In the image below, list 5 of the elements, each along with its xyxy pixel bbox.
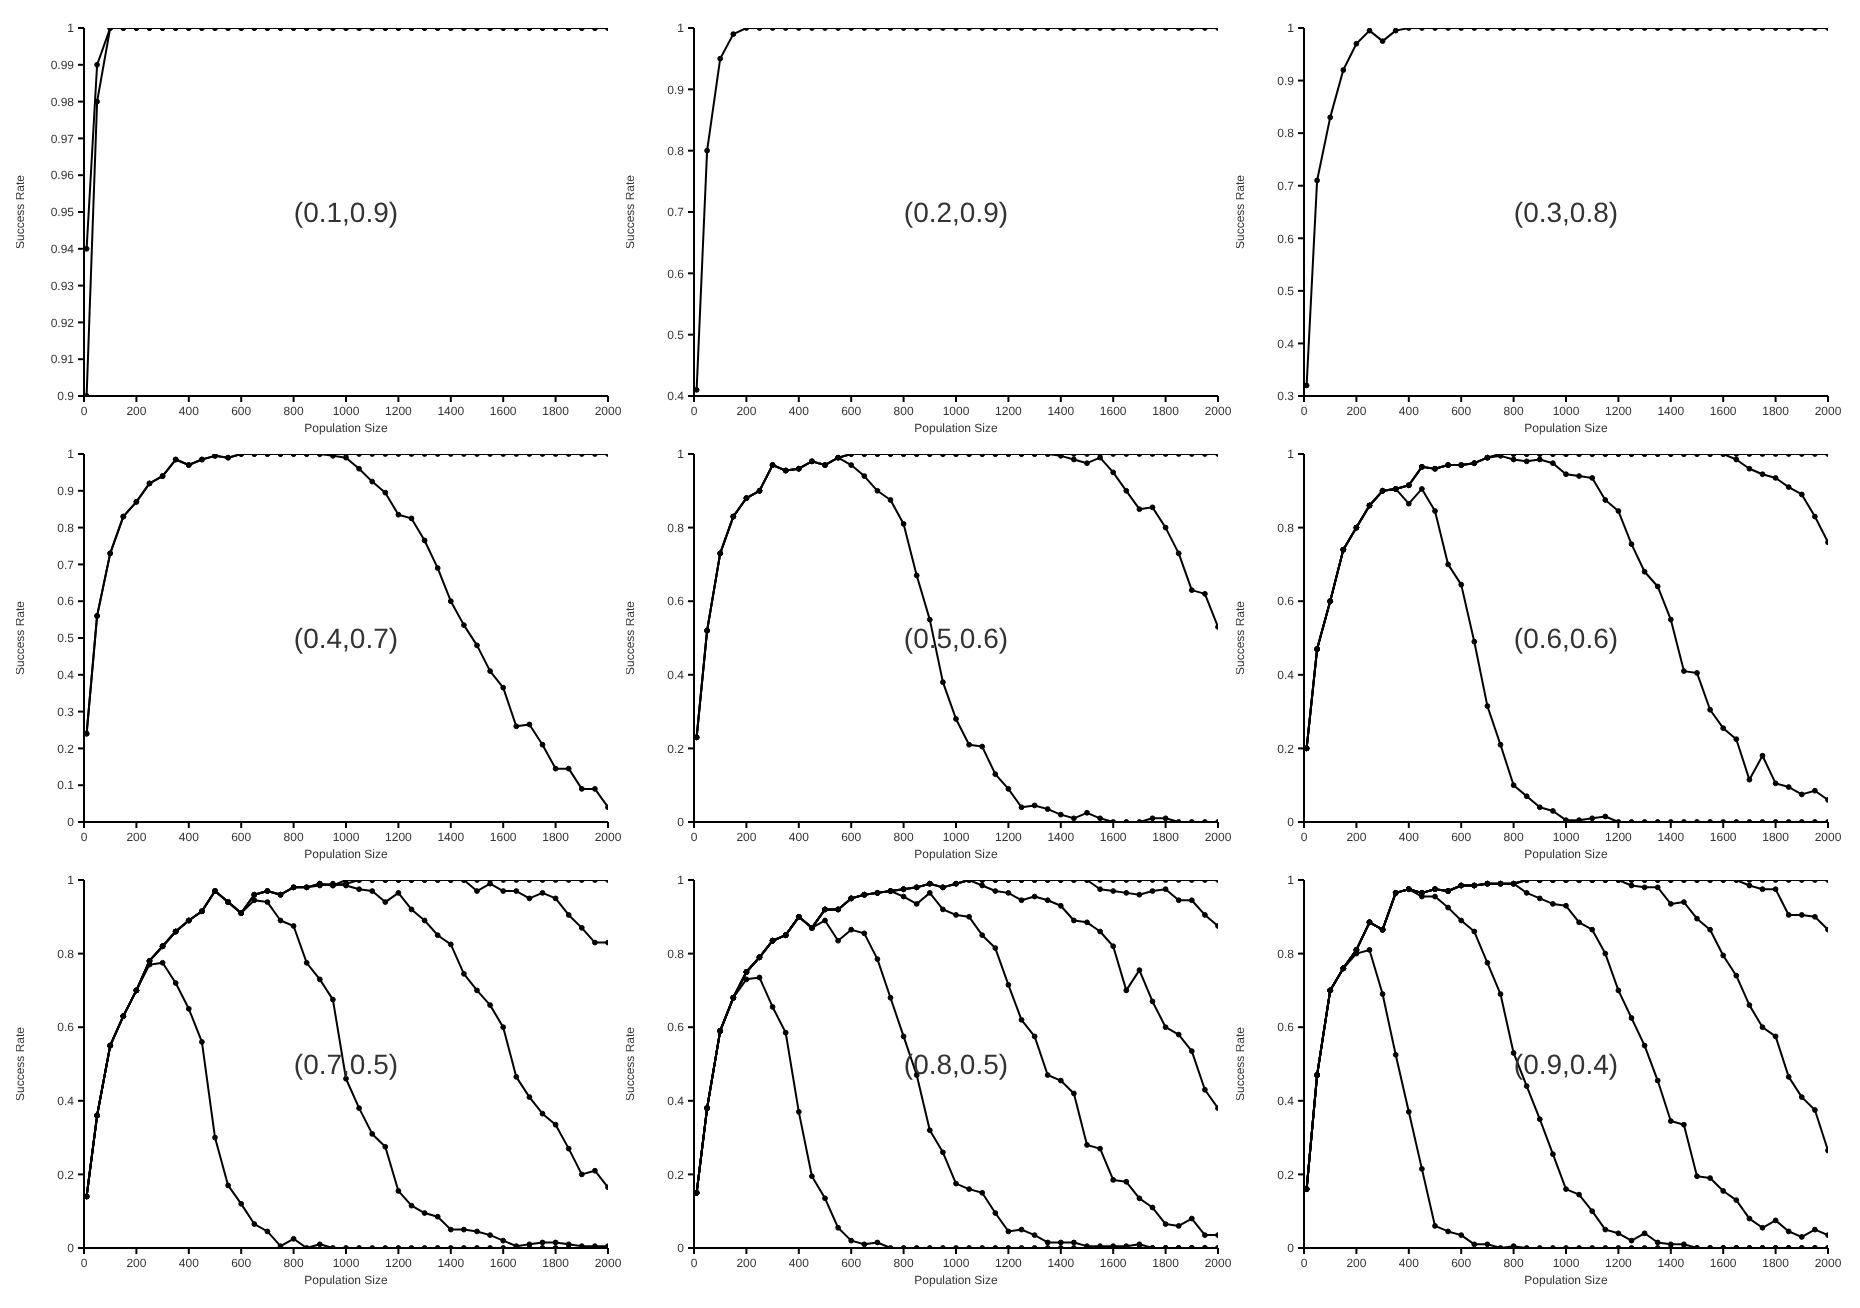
annotation: (0.2,0.9) <box>903 196 1009 228</box>
annotation: (0.4,0.7) <box>293 622 399 654</box>
annotation: (0.3,0.8) <box>1513 196 1619 228</box>
annotation: (0.1,0.9) <box>293 196 399 228</box>
annotation: (0.6,0.6) <box>1513 622 1619 654</box>
